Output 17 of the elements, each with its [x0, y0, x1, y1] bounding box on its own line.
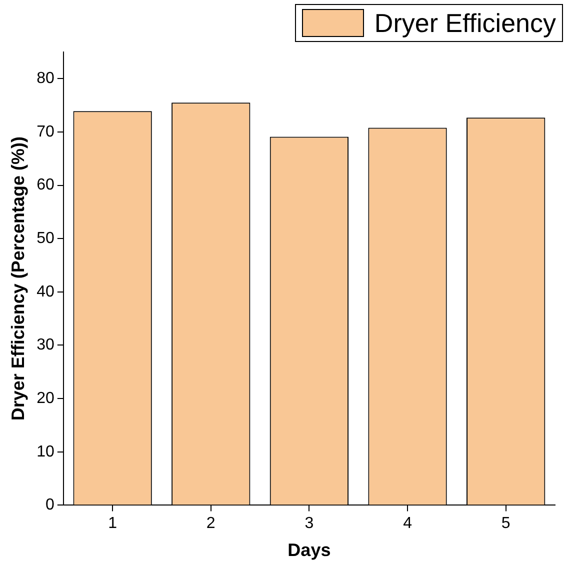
- y-tick-label: 20: [36, 390, 54, 407]
- x-tick-label: 4: [403, 515, 412, 532]
- y-tick-label: 60: [36, 176, 54, 194]
- y-tick-label: 40: [36, 283, 54, 300]
- x-axis-title: Days: [288, 540, 331, 560]
- x-tick-label: 5: [501, 515, 510, 532]
- x-tick-label: 1: [108, 515, 118, 532]
- y-tick-label: 80: [36, 70, 54, 88]
- y-tick-label: 0: [45, 496, 54, 514]
- y-tick-label: 30: [36, 336, 54, 354]
- y-tick-label: 50: [36, 230, 54, 248]
- y-axis-title: Dryer Efficiency (Percentage (%)): [8, 136, 28, 421]
- x-tick-label: 2: [206, 515, 216, 532]
- y-tick-label: 70: [36, 123, 54, 140]
- x-tick-label: 3: [304, 515, 314, 532]
- y-tick-label: 10: [36, 443, 54, 460]
- text: Dryer Efficiency: [374, 8, 556, 38]
